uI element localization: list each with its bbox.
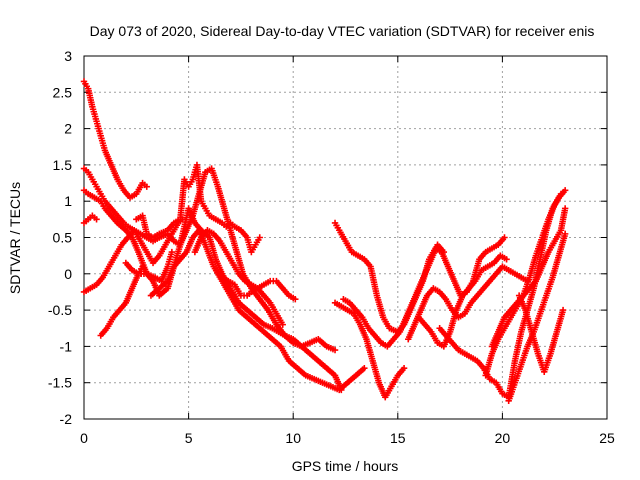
y-tick-label: -0.5 xyxy=(48,302,72,318)
x-tick-labels: 0 5 10 15 20 25 xyxy=(80,430,615,446)
data-point-s7-p7 xyxy=(168,248,176,256)
data-point-s20-p7 xyxy=(559,306,567,314)
data-point-s9-p14 xyxy=(279,321,286,328)
data-point-s11-p27 xyxy=(501,234,508,241)
y-tick-label: -1 xyxy=(60,338,73,354)
y-axis-title: SDTVAR / TECUs xyxy=(7,182,23,294)
x-tick-label: 10 xyxy=(285,430,301,446)
y-tick-labels: -2 -1.5 -1 -0.5 0 0.5 1 1.5 2 2.5 3 xyxy=(48,48,72,427)
data-point-s12-p11 xyxy=(400,364,408,372)
x-tick-label: 20 xyxy=(495,430,511,446)
data-point-s3-p38 xyxy=(361,364,368,372)
x-tick-label: 25 xyxy=(599,430,615,446)
data-point-s16-p20 xyxy=(561,187,569,194)
x-tick-label: 5 xyxy=(185,430,193,446)
data-point-s18-p11 xyxy=(557,190,565,198)
plot-area-frame xyxy=(83,55,608,420)
data-point-s4-p3 xyxy=(93,216,100,223)
x-axis-title: GPS time / hours xyxy=(292,458,399,474)
data-point-s5-p16 xyxy=(179,216,186,223)
y-tick-label: 3 xyxy=(64,48,72,64)
data-point-s10-p12 xyxy=(292,296,299,303)
data-point-s19-p9 xyxy=(561,230,569,238)
y-tick-label: 0.5 xyxy=(53,230,73,246)
y-tick-label: -2 xyxy=(60,411,73,427)
y-tick-label: 2 xyxy=(64,121,72,137)
data-point-s17-p13 xyxy=(561,205,569,212)
x-tick-label: 0 xyxy=(80,430,88,446)
axis-ticks xyxy=(83,55,608,420)
data-point-s1-p24 xyxy=(256,234,263,241)
data-point-s0-p12 xyxy=(143,183,150,190)
y-tick-label: 2.5 xyxy=(53,84,73,100)
chart-title: Day 073 of 2020, Sidereal Day-to-day VTE… xyxy=(90,23,595,39)
y-tick-label: -1.5 xyxy=(48,375,72,391)
data-point-s15-p14 xyxy=(503,256,510,263)
x-tick-label: 15 xyxy=(390,430,406,446)
y-tick-label: 1.5 xyxy=(53,157,73,173)
data-point-s8-p25 xyxy=(331,346,339,354)
data-points xyxy=(80,78,569,405)
y-tick-label: 0 xyxy=(64,266,72,282)
data-point-s13-p16 xyxy=(440,248,448,256)
y-tick-label: 1 xyxy=(64,193,72,209)
